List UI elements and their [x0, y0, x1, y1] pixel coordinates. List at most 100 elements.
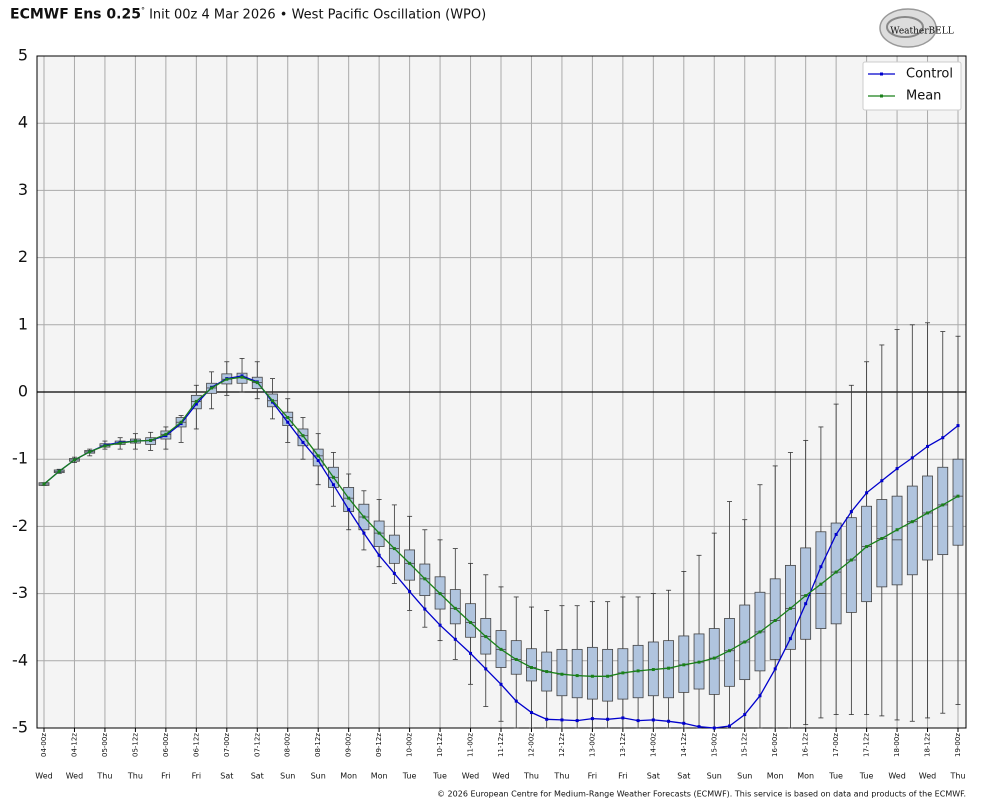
- x-tick-label: 11-12z: [497, 733, 505, 757]
- box-body: [587, 646, 598, 700]
- series-marker: [743, 640, 747, 644]
- series-marker: [560, 672, 564, 676]
- x-weekday-label: Sun: [707, 772, 722, 781]
- degree: °: [140, 6, 145, 15]
- series-marker: [42, 482, 46, 486]
- header: ECMWF Ens 0.25° Init 00z 4 Mar 2026 • We…: [10, 6, 486, 22]
- y-tick-label: -4: [12, 650, 28, 669]
- box: [861, 361, 872, 715]
- y-tick-label: 3: [18, 180, 28, 199]
- x-tick-label: 13-12z: [619, 733, 627, 757]
- box: [465, 562, 476, 685]
- series-marker: [667, 719, 671, 723]
- series-marker: [697, 660, 701, 664]
- legend-label: Mean: [906, 89, 941, 104]
- series-marker: [651, 718, 655, 722]
- separator: •: [279, 7, 288, 23]
- logo-swirl: [886, 16, 924, 38]
- series-marker: [773, 618, 777, 622]
- x-tick-label: 10-00z: [406, 733, 414, 757]
- series-marker: [865, 545, 869, 549]
- series-marker: [895, 528, 899, 532]
- series-marker: [865, 491, 869, 495]
- x-tick-label: 04-12z: [70, 733, 78, 757]
- series-marker: [834, 570, 838, 574]
- box-body: [510, 640, 522, 675]
- series-marker: [606, 674, 610, 678]
- series-marker: [910, 456, 914, 460]
- series-marker: [682, 663, 686, 667]
- series-marker: [667, 666, 671, 670]
- y-tick-label: -2: [12, 516, 28, 535]
- series-marker: [271, 399, 274, 403]
- series-marker: [895, 467, 899, 471]
- series-marker: [301, 434, 305, 438]
- series-marker: [651, 668, 655, 672]
- box-body: [845, 517, 857, 613]
- box-body: [861, 505, 872, 603]
- x-weekday-label: Sat: [220, 772, 233, 781]
- x-tick-label: 16-12z: [802, 733, 810, 757]
- y-tick-label: 1: [18, 314, 28, 333]
- x-weekday-label: Mon: [767, 772, 784, 781]
- series-marker: [514, 657, 518, 661]
- logo: WeatherBELL: [879, 8, 954, 48]
- x-weekday-label: Mon: [797, 772, 814, 781]
- x-weekday-label: Fri: [192, 772, 202, 781]
- footer: © 2026 European Centre for Medium-Range …: [437, 790, 966, 799]
- series-marker: [179, 420, 183, 424]
- series-marker: [636, 719, 640, 723]
- x-weekday-label: Fri: [161, 772, 171, 781]
- x-weekday-label: Thu: [96, 772, 112, 781]
- series-marker: [331, 475, 335, 479]
- box-body: [708, 628, 720, 695]
- series-marker: [834, 532, 838, 536]
- series-marker: [423, 577, 427, 581]
- series-marker: [484, 635, 488, 639]
- x-weekday-label: Thu: [127, 772, 143, 781]
- series-marker: [819, 582, 823, 586]
- y-tick-label: -3: [12, 583, 28, 602]
- box: [952, 335, 964, 705]
- series-marker: [499, 647, 503, 651]
- box: [800, 439, 812, 726]
- series-marker: [849, 558, 853, 562]
- legend-marker: [880, 94, 883, 98]
- series-marker: [499, 682, 503, 686]
- x-weekday-label: Mon: [371, 772, 388, 781]
- x-weekday-label: Sat: [251, 772, 264, 781]
- x-tick-label: 17-00z: [832, 733, 840, 757]
- series-marker: [255, 381, 259, 385]
- box-body: [312, 448, 324, 467]
- box: [845, 384, 857, 715]
- x-tick-label: 07-00z: [223, 733, 231, 757]
- series-marker: [849, 510, 853, 514]
- subtitle: Init 00z 4 Mar 2026: [149, 7, 276, 23]
- legend-marker: [880, 72, 883, 76]
- series-marker: [758, 694, 762, 698]
- x-weekday-label: Thu: [553, 772, 569, 781]
- box-body: [815, 531, 827, 629]
- x-tick-label: 12-12z: [558, 733, 566, 757]
- series-marker: [788, 637, 792, 641]
- series-marker: [286, 420, 290, 424]
- x-weekday-label: Fri: [618, 772, 628, 781]
- x-weekday-label: Wed: [919, 772, 936, 781]
- legend: Control Mean: [862, 61, 962, 111]
- x-weekday-label: Thu: [949, 772, 965, 781]
- x-tick-label: 07-12z: [253, 733, 261, 757]
- x-tick-label: 10-12z: [436, 733, 444, 757]
- x-weekday-label: Fri: [588, 772, 598, 781]
- box: [404, 515, 416, 611]
- series-marker: [941, 503, 945, 507]
- series-marker: [941, 436, 945, 440]
- y-tick-label: -1: [12, 449, 28, 468]
- x-tick-label: 05-12z: [131, 733, 139, 757]
- series-marker: [103, 444, 107, 448]
- series-marker: [316, 459, 320, 463]
- series-marker: [575, 674, 579, 678]
- series-marker: [469, 651, 473, 655]
- y-tick-label: 4: [18, 113, 28, 132]
- series-marker: [392, 571, 396, 575]
